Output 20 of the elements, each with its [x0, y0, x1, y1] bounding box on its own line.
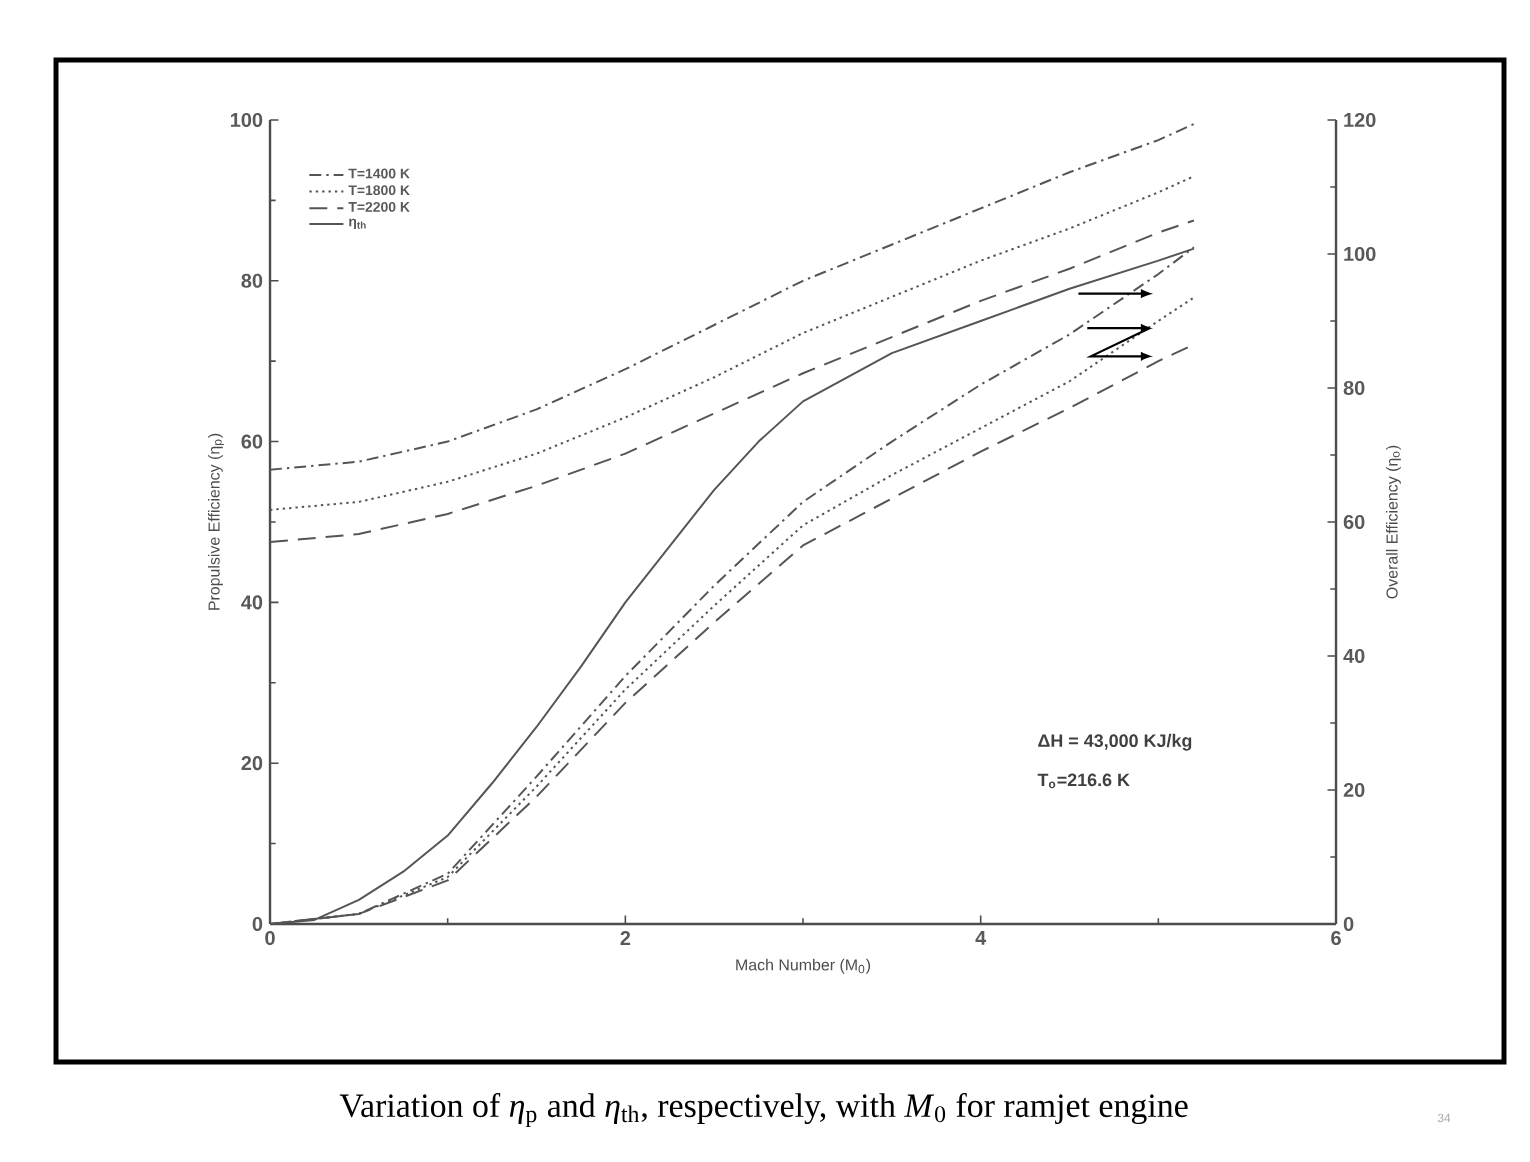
y-tick-label: 20: [241, 756, 263, 771]
annotation: ΔH = 43,000 KJ/kg: [1038, 733, 1192, 751]
y2-tick-label: 20: [1343, 782, 1365, 798]
y-tick-label: 100: [230, 112, 263, 128]
x-tick-label: 0: [265, 931, 275, 946]
y2-tick-label: 80: [1343, 380, 1365, 396]
x-tick-label: 6: [1331, 931, 1341, 946]
y-tick-label: 0: [252, 916, 263, 932]
y2-tick-label: 40: [1343, 648, 1365, 664]
y-tick-label: 40: [241, 595, 263, 610]
y2-tick-label: 120: [1344, 112, 1376, 128]
y-tick-label: 60: [241, 434, 263, 449]
y2-tick-label: 60: [1343, 514, 1365, 530]
y-tick-label: 80: [241, 273, 263, 288]
y2-tick-label: 100: [1344, 246, 1376, 262]
x-tick-label: 2: [620, 931, 631, 945]
annotation: T$_{o}$=216.6 K: [1037, 773, 1130, 789]
chart-title: Variation of η$_{p}$ and η$_{th}$, respectively, with M$_{0}$ for ramjet engine: [339, 1092, 1188, 1128]
x-tick-label: 4: [975, 931, 987, 945]
y2-tick-label: 0: [1343, 916, 1354, 932]
